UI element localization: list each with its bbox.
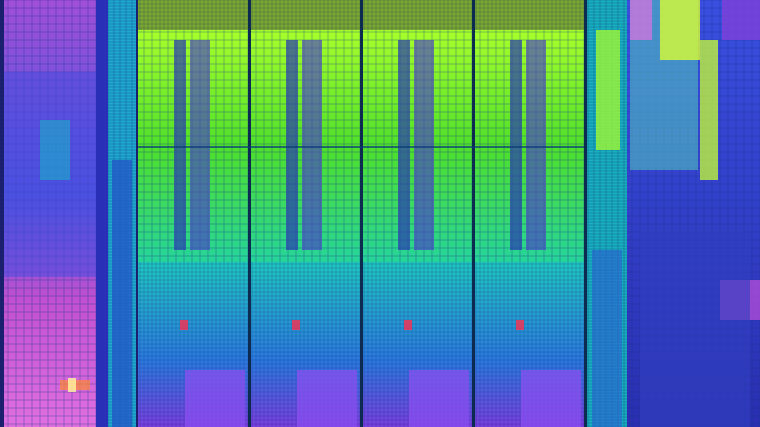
core-4 [474,0,584,427]
right-io-region [627,0,760,427]
core-3 [362,0,472,427]
left-io-region [4,0,136,427]
core-1 [138,0,248,427]
core-dividers [138,0,587,427]
right-interconnect [587,0,627,427]
core-2 [250,0,360,427]
